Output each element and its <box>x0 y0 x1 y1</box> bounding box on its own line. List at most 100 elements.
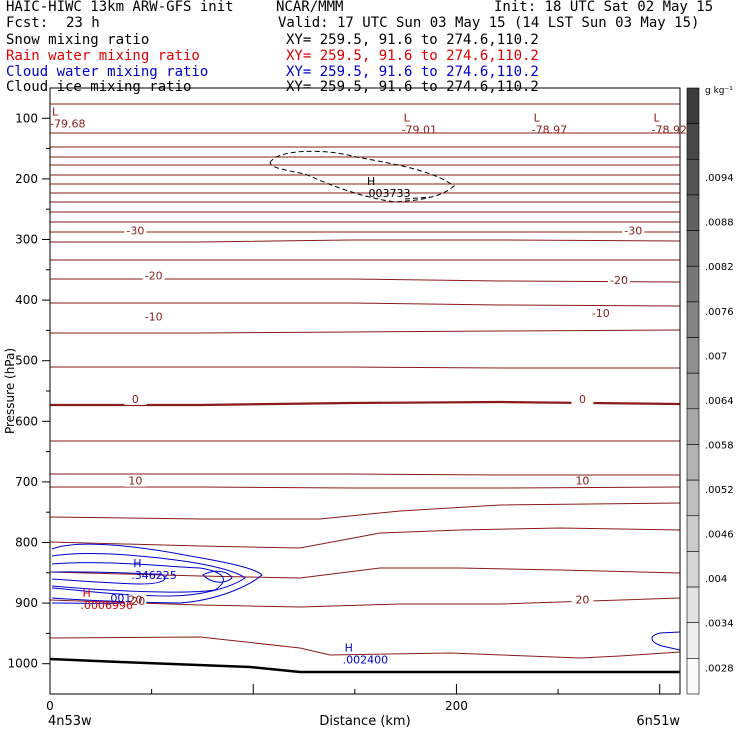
colorbar-segment <box>686 230 700 267</box>
y-tick-label: 800 <box>15 536 38 550</box>
colorbar-label: .007 <box>705 351 727 362</box>
y-tick-label: 500 <box>15 354 38 368</box>
contour-label-bg <box>142 311 165 323</box>
contour-label-bg <box>571 393 594 405</box>
temp-contour-line <box>50 239 681 243</box>
legend-rain-label: Rain water mixing ratio <box>6 48 200 64</box>
cloud-water-contour <box>202 570 233 583</box>
extremum-marker: H <box>133 557 141 570</box>
legend-cloudwater-label: Cloud water mixing ratio <box>6 64 209 80</box>
temperature-contours <box>49 103 681 674</box>
temp-contour-label: -10 <box>592 307 610 320</box>
temp-contour-label: -30 <box>126 224 144 237</box>
temp-contour-line <box>49 636 681 659</box>
temp-contour-line <box>50 366 680 369</box>
y-tick-label: 600 <box>15 414 38 428</box>
legend-cloudice-xy: XY= 259.5, 91.6 to 274.6,110.2 <box>286 79 539 95</box>
extremum-marker: L <box>654 111 661 124</box>
legend-snow-xy: XY= 259.5, 91.6 to 274.6,110.2 <box>286 32 539 48</box>
temp-contour-label: -20 <box>610 274 628 287</box>
x-tick-label: 200 <box>445 699 468 713</box>
contour-label-bg <box>622 225 645 237</box>
colorbar-segment <box>686 515 700 552</box>
contour-label-bg <box>571 475 594 487</box>
extremum-value: .0006996 <box>80 599 133 612</box>
colorbar-segment <box>686 479 700 517</box>
temp-contour-line <box>49 502 681 520</box>
inline-contour-label: .001 <box>107 592 132 605</box>
colorbar-segment <box>686 194 700 231</box>
temp-contour-label: 20 <box>575 593 589 606</box>
extremum-value: -78.92 <box>652 123 687 136</box>
cloud-water-contour <box>651 631 681 651</box>
temp-contour-label: 10 <box>128 475 142 488</box>
cloud-water-contour <box>51 562 224 593</box>
legend-snow-label: Snow mixing ratio <box>6 32 150 48</box>
colorbar-segment <box>686 658 700 695</box>
colorbar-label: .0094 <box>705 173 734 184</box>
colorbar-label: .0088 <box>705 218 734 229</box>
colorbar-label: .0082 <box>705 262 734 273</box>
terrain-surface-line <box>49 657 680 674</box>
temp-contour-line <box>50 486 681 489</box>
contour-label-bg <box>589 307 612 319</box>
temp-contour-label: 20 <box>128 593 142 606</box>
cloud-water-contour <box>51 543 263 604</box>
x-end-label: 6n51w <box>636 714 680 729</box>
colorbar-segment <box>686 265 700 303</box>
colorbar-label: .0064 <box>705 396 734 407</box>
extremum-marker: H <box>345 642 353 655</box>
cloud-water-contour <box>51 553 246 597</box>
extremum-value: -79.68 <box>50 117 85 130</box>
temp-contour-line <box>50 329 681 334</box>
colorbar-label: .0034 <box>705 619 734 630</box>
extremum-value: -78.97 <box>532 123 567 136</box>
model-title: HAIC-HIWC 13km ARW-GFS init <box>6 0 234 15</box>
extremum-value: .002400 <box>343 654 389 667</box>
init-time: Init: 18 UTC Sat 02 May 15 <box>494 0 714 15</box>
y-tick-label: 900 <box>15 596 38 610</box>
temp-contour-label: -30 <box>624 224 642 237</box>
x-start-label: 4n53w <box>48 714 92 729</box>
temp-contour-line <box>50 302 681 307</box>
temp-contour-label: -10 <box>145 310 163 323</box>
colorbar-segment <box>686 408 700 445</box>
center-label: NCAR/MMM <box>276 0 344 15</box>
temp-contour-line <box>49 567 681 579</box>
temp-contour-label: 0 <box>132 393 139 406</box>
forecast-label: Fcst: <box>6 15 49 31</box>
contour-label-bg <box>571 594 594 606</box>
forecast-hours: 23 h <box>66 15 100 31</box>
colorbar-segment <box>686 123 700 160</box>
contour-label-bg <box>124 475 147 487</box>
legend-rain-xy: XY= 259.5, 91.6 to 274.6,110.2 <box>286 48 539 64</box>
colorbar-label: .0046 <box>705 530 734 541</box>
y-axis-title: Pressure (hPa) <box>3 348 17 434</box>
y-tick-label: 700 <box>15 475 38 489</box>
contour-label-bg <box>124 225 147 237</box>
extremum-value: .003733 <box>365 187 411 200</box>
colorbar-segment <box>686 301 700 338</box>
temp-contour-line <box>50 473 680 476</box>
snow-contour <box>269 150 455 203</box>
colorbar-label: .0058 <box>705 440 734 451</box>
y-tick-label: 300 <box>15 233 38 247</box>
x-axis-title: Distance (km) <box>319 714 410 729</box>
colorbar-label: .0028 <box>705 663 734 674</box>
temp-contour-line <box>49 527 681 549</box>
y-tick-label: 100 <box>15 111 38 125</box>
colorbar-label: .0052 <box>705 485 734 496</box>
contour-label-bg <box>142 270 165 282</box>
y-tick-label: 1000 <box>7 657 38 671</box>
extremum-value: .346225 <box>131 569 177 582</box>
y-tick-label: 200 <box>15 172 38 186</box>
x-tick-label: 0 <box>46 699 54 713</box>
extremum-marker: L <box>534 111 541 124</box>
y-tick-label: 400 <box>15 293 38 307</box>
extremum-marker: L <box>404 111 411 124</box>
colorbar-segment <box>686 444 700 481</box>
snow-contour <box>404 196 431 200</box>
valid-time: Valid: 17 UTC Sun 03 May 15 (14 LST Sun … <box>278 15 700 31</box>
